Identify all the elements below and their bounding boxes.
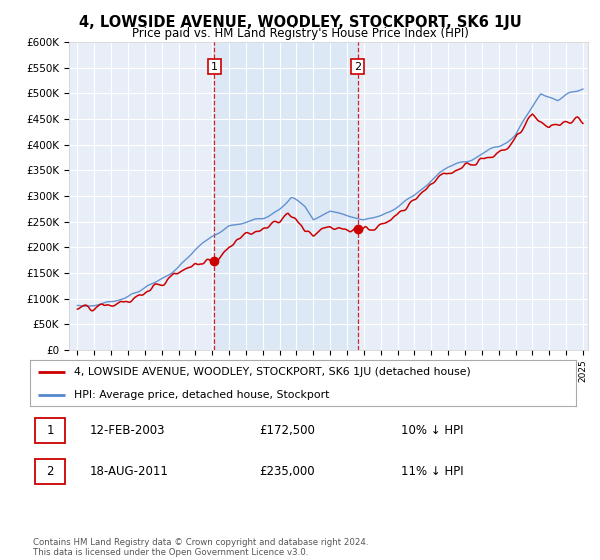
Text: 18-AUG-2011: 18-AUG-2011 <box>90 465 169 478</box>
Text: Price paid vs. HM Land Registry's House Price Index (HPI): Price paid vs. HM Land Registry's House … <box>131 27 469 40</box>
Text: £172,500: £172,500 <box>259 424 315 437</box>
FancyBboxPatch shape <box>35 418 65 443</box>
Text: 2: 2 <box>354 62 361 72</box>
Text: 4, LOWSIDE AVENUE, WOODLEY, STOCKPORT, SK6 1JU: 4, LOWSIDE AVENUE, WOODLEY, STOCKPORT, S… <box>79 15 521 30</box>
Text: HPI: Average price, detached house, Stockport: HPI: Average price, detached house, Stoc… <box>74 390 329 399</box>
Text: Contains HM Land Registry data © Crown copyright and database right 2024.
This d: Contains HM Land Registry data © Crown c… <box>33 538 368 557</box>
Text: 1: 1 <box>46 424 54 437</box>
Text: 12-FEB-2003: 12-FEB-2003 <box>90 424 166 437</box>
Text: 1: 1 <box>211 62 218 72</box>
FancyBboxPatch shape <box>35 459 65 484</box>
Text: £235,000: £235,000 <box>259 465 315 478</box>
Text: 10% ↓ HPI: 10% ↓ HPI <box>401 424 464 437</box>
Bar <box>214 42 358 350</box>
Text: 4, LOWSIDE AVENUE, WOODLEY, STOCKPORT, SK6 1JU (detached house): 4, LOWSIDE AVENUE, WOODLEY, STOCKPORT, S… <box>74 367 470 377</box>
Text: 2: 2 <box>46 465 54 478</box>
Text: 11% ↓ HPI: 11% ↓ HPI <box>401 465 464 478</box>
